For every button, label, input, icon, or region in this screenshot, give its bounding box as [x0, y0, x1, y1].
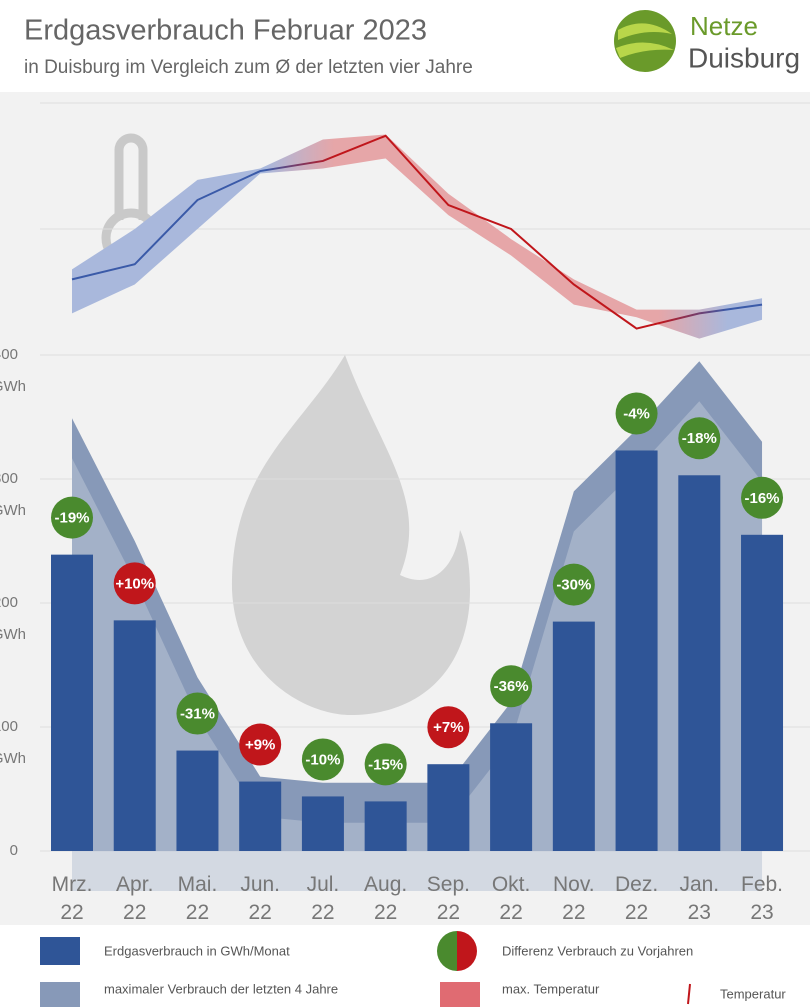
bar	[678, 475, 721, 851]
difference-label: +10%	[115, 575, 154, 592]
legend-label: Erdgasverbrauch in GWh/Monat	[104, 943, 290, 958]
legend-label: max. Temperatur	[502, 981, 600, 996]
temperature-line	[71, 134, 763, 330]
bar	[51, 554, 93, 851]
y-tick-label: 100	[0, 718, 18, 735]
legend-swatch	[440, 982, 480, 1007]
difference-badge	[615, 392, 658, 435]
difference-label: -30%	[556, 577, 591, 594]
bar	[741, 534, 784, 851]
bar	[113, 620, 156, 851]
difference-badge	[239, 723, 282, 766]
y-tick-label: 300	[0, 470, 18, 487]
difference-label: -19%	[54, 510, 89, 527]
title: Erdgasverbrauch Februar 2023	[24, 15, 427, 47]
bar	[490, 723, 533, 851]
y-tick-unit: GWh	[0, 502, 26, 519]
temperature-band	[72, 134, 763, 339]
difference-label: -16%	[745, 490, 780, 507]
difference-label: -15%	[368, 756, 403, 773]
difference-badge	[364, 743, 407, 786]
difference-badge	[176, 692, 219, 735]
x-tick-label: Apr. 22	[116, 873, 153, 924]
x-tick-label: Dez. 22	[615, 873, 658, 924]
bar	[615, 450, 658, 851]
legend-label: maximaler Verbrauch der letzten 4 Jahre	[104, 981, 338, 996]
y-tick-label: 200	[0, 594, 18, 611]
logo-text: Netze	[690, 11, 758, 41]
difference-badge	[113, 562, 156, 605]
x-tick-label: Mrz. 22	[52, 873, 93, 924]
difference-label: -4%	[623, 405, 650, 422]
logo-icon	[614, 10, 676, 72]
bar	[552, 621, 595, 851]
difference-label: -36%	[494, 678, 529, 695]
x-tick-label: Feb. 23	[741, 873, 783, 924]
legend-swatch	[40, 982, 80, 1007]
legend-swatch	[437, 931, 477, 971]
difference-badge	[427, 706, 470, 749]
legend-swatch	[40, 937, 80, 965]
x-tick-label: Aug. 22	[364, 873, 407, 924]
logo-text: Duisburg	[688, 42, 800, 73]
difference-label: -18%	[682, 430, 717, 447]
y-tick-label: 400	[0, 346, 18, 363]
x-tick-label: Mai. 22	[178, 873, 218, 924]
x-tick-label: Sep. 22	[427, 873, 470, 924]
bar	[301, 796, 344, 851]
x-tick-label: Nov. 22	[553, 873, 595, 924]
y-tick-unit: GWh	[0, 626, 26, 643]
bar	[176, 750, 219, 851]
legend-label: Differenz Verbrauch zu Vorjahren	[502, 943, 693, 958]
legend-swatch	[687, 983, 691, 1005]
x-tick-label: Okt. 22	[492, 873, 531, 924]
x-tick-label: Jan. 23	[679, 873, 719, 924]
difference-label: -31%	[180, 706, 215, 723]
subtitle: in Duisburg im Vergleich zum Ø der letzt…	[24, 57, 473, 78]
difference-badge	[552, 563, 595, 606]
x-tick-label: Jun. 22	[240, 873, 280, 924]
y-tick-unit: GWh	[0, 750, 26, 767]
difference-label: +9%	[245, 737, 275, 754]
y-tick-unit: GWh	[0, 378, 26, 395]
difference-badge	[301, 738, 344, 781]
legend-label: Temperatur	[720, 986, 786, 1001]
bar	[364, 801, 407, 851]
bar	[427, 764, 470, 851]
difference-label: -10%	[305, 751, 340, 768]
difference-badge	[678, 417, 721, 460]
difference-badge	[490, 665, 533, 708]
y-tick-label: 0	[10, 842, 18, 859]
difference-label: +7%	[433, 719, 463, 736]
flame-icon	[231, 355, 470, 715]
difference-badge	[741, 476, 784, 519]
difference-badge	[51, 496, 93, 539]
x-tick-label: Jul. 22	[307, 873, 340, 924]
bar	[239, 781, 282, 851]
